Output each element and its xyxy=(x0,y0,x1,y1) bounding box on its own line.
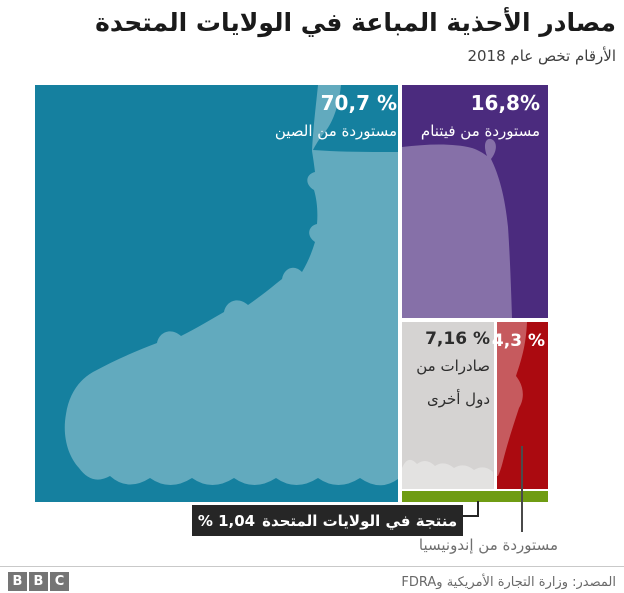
china-label-group: 70,7 % مستوردة من الصين xyxy=(275,91,397,140)
vietnam-label-group: 16,8% مستوردة من فيتنام xyxy=(421,91,540,140)
other-label-group: 7,16 % صادرات من دول أخرى xyxy=(416,329,490,415)
segment-vietnam xyxy=(402,85,548,318)
segment-other xyxy=(402,322,494,489)
indonesia-name: مستوردة من إندونيسيا xyxy=(418,536,558,554)
china-name: مستوردة من الصين xyxy=(274,122,397,140)
treemap-chart: 70,7 % مستوردة من الصين 16,8% مستوردة من… xyxy=(35,85,548,502)
other-name-line2: دول أخرى xyxy=(426,390,490,408)
usa-callout-box: % 1,04 منتجة في الولايات المتحدة xyxy=(192,505,463,536)
bbc-logo: B B C xyxy=(8,572,69,591)
other-percentage: 7,16 % xyxy=(425,329,490,349)
boot-silhouette-indonesia xyxy=(497,322,527,476)
bbc-logo-block-2: B xyxy=(29,572,48,591)
segment-china xyxy=(35,85,398,502)
source-credit: المصدر: وزارة التجارة الأمريكية وFDRA xyxy=(401,575,616,590)
indonesia-label-group: 4,3 % xyxy=(492,331,545,351)
usa-percentage: % 1,04 xyxy=(197,511,256,530)
segment-usa xyxy=(402,491,548,502)
usa-callout-line-vertical xyxy=(477,501,479,517)
usa-callout-line-horizontal xyxy=(463,515,479,517)
boot-silhouette-china xyxy=(64,85,399,486)
footer-divider xyxy=(0,566,624,567)
page-title: مصادر الأحذية المباعة في الولايات المتحد… xyxy=(95,8,616,37)
boot-silhouette-other xyxy=(402,459,494,489)
china-percentage: 70,7 % xyxy=(320,91,397,115)
bbc-logo-block-1: B xyxy=(8,572,27,591)
bbc-logo-block-3: C xyxy=(50,572,69,591)
usa-name: منتجة في الولايات المتحدة xyxy=(262,511,458,530)
vietnam-name: مستوردة من فيتنام xyxy=(420,122,540,140)
treemap-svg xyxy=(35,85,548,502)
indonesia-callout-line xyxy=(521,446,523,532)
vietnam-percentage: 16,8% xyxy=(470,91,540,115)
other-name-line1: صادرات من xyxy=(416,357,490,375)
boot-silhouette-vietnam xyxy=(402,138,512,318)
indonesia-percentage: 4,3 % xyxy=(491,331,545,351)
page-subtitle: الأرقام تخص عام 2018 xyxy=(467,47,616,65)
